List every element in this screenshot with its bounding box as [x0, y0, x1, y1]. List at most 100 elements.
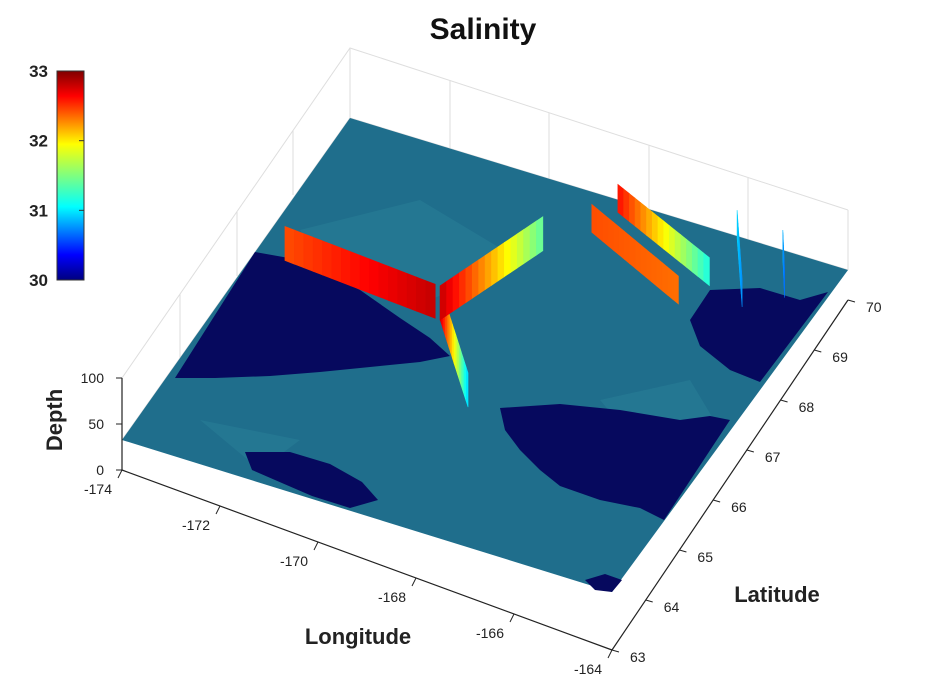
transect-segment — [667, 266, 674, 301]
transect-segment — [416, 276, 427, 316]
transect-segment — [504, 237, 512, 278]
y-tick-label: 63 — [630, 649, 646, 665]
transect-segment — [397, 269, 408, 308]
y-axis-label: Latitude — [734, 582, 820, 607]
transect-segment — [697, 247, 705, 282]
land-alaska-north — [690, 288, 828, 382]
colorbar: 30 31 32 33 — [29, 62, 85, 290]
transect-segment — [623, 230, 631, 265]
transect-segment — [623, 188, 630, 223]
colorbar-ticks: 30 31 32 33 — [29, 62, 84, 290]
y-tick-mark — [814, 349, 822, 353]
transect-segment — [663, 220, 670, 255]
transect-segment — [303, 233, 314, 272]
y-tick-label: 65 — [697, 549, 713, 565]
transect-segment — [425, 280, 436, 319]
transect-6 — [736, 210, 743, 307]
transect-segment — [369, 258, 380, 298]
x-tick-label: -172 — [182, 517, 210, 533]
transect-segment — [294, 229, 305, 269]
transect-1 — [284, 225, 436, 319]
transect-segment — [359, 254, 370, 294]
x-tick-mark — [215, 505, 221, 515]
land-masses — [175, 252, 828, 592]
transect-segment — [406, 272, 417, 312]
transect-segment — [672, 271, 679, 305]
colorbar-tick-label: 33 — [29, 62, 48, 81]
z-tick-label: 50 — [88, 416, 104, 432]
transect-segment — [312, 236, 323, 276]
y-tick-label: 66 — [731, 499, 747, 515]
y-ticks: 63 64 65 66 67 68 69 70 — [611, 299, 882, 665]
transect-segment — [617, 183, 624, 218]
transect-4 — [591, 203, 679, 305]
y-tick-mark — [645, 599, 653, 603]
transect-segment — [634, 197, 642, 232]
transect-segment — [523, 224, 531, 265]
colorbar-gradient — [56, 70, 85, 281]
x-tick-mark — [607, 649, 613, 659]
transect-segment — [529, 220, 537, 260]
land-russia — [175, 252, 450, 378]
transect-segment — [465, 263, 473, 304]
transect-segment — [340, 247, 351, 287]
transect-segment — [322, 240, 333, 280]
transect-segment — [387, 265, 398, 305]
y-tick-mark — [847, 299, 856, 303]
y-tick-label: 64 — [664, 599, 680, 615]
transect-segment — [439, 280, 447, 321]
transect-3 — [439, 216, 544, 321]
transect-segment — [651, 211, 659, 246]
land-alaska-south — [500, 404, 730, 520]
transect-segment — [661, 262, 668, 296]
transect-segment — [350, 251, 361, 290]
y-tick-label: 68 — [799, 399, 815, 415]
x-axis-label: Longitude — [305, 624, 411, 649]
transect-7 — [782, 229, 785, 298]
transect-segment — [331, 244, 342, 283]
y-tick-mark — [713, 499, 721, 503]
transect-segment — [640, 202, 647, 236]
transect-segment — [607, 217, 614, 251]
transect-segment — [510, 233, 518, 273]
transect-segment — [591, 203, 598, 238]
y-tick-mark — [780, 399, 788, 403]
transect-segment — [645, 248, 652, 283]
y-tick-label: 70 — [866, 299, 882, 315]
transect-segment — [465, 367, 469, 408]
z-ticks: 0 50 100 — [81, 370, 122, 478]
transect-segment — [484, 250, 492, 291]
transect-segment — [497, 242, 505, 282]
y-tick-label: 67 — [765, 449, 781, 465]
transect-segment — [613, 221, 620, 256]
z-tick-label: 0 — [96, 462, 104, 478]
transect-segment — [691, 243, 699, 278]
x-tick-mark — [313, 541, 319, 551]
transect-segment — [491, 246, 499, 286]
y-tick-mark — [679, 549, 687, 553]
transect-segment — [378, 262, 389, 301]
land-bottom-corner — [585, 574, 622, 592]
transect-segment — [674, 229, 682, 264]
transect-segment — [629, 192, 636, 227]
transect-segment — [651, 253, 658, 287]
transect-segment — [284, 225, 295, 265]
transect-segment — [686, 238, 693, 273]
colorbar-tick-label: 30 — [29, 271, 48, 290]
x-tick-label: -174 — [84, 481, 112, 497]
transect-segment — [669, 225, 676, 259]
x-ticks: -174 -172 -170 -168 -166 -164 — [84, 469, 613, 677]
transect-segment — [596, 208, 603, 242]
transect-segment — [536, 216, 544, 256]
transect-segment — [618, 226, 625, 260]
transect-segment — [452, 272, 460, 312]
z-axis-label: Depth — [42, 389, 67, 451]
transect-segment — [703, 252, 710, 287]
colorbar-tick-label: 31 — [29, 201, 48, 220]
transect-segment — [646, 206, 653, 241]
transect-segment — [680, 234, 687, 268]
y-tick-label: 69 — [832, 349, 848, 365]
x-tick-mark — [411, 577, 417, 587]
transect-segment — [602, 212, 609, 247]
